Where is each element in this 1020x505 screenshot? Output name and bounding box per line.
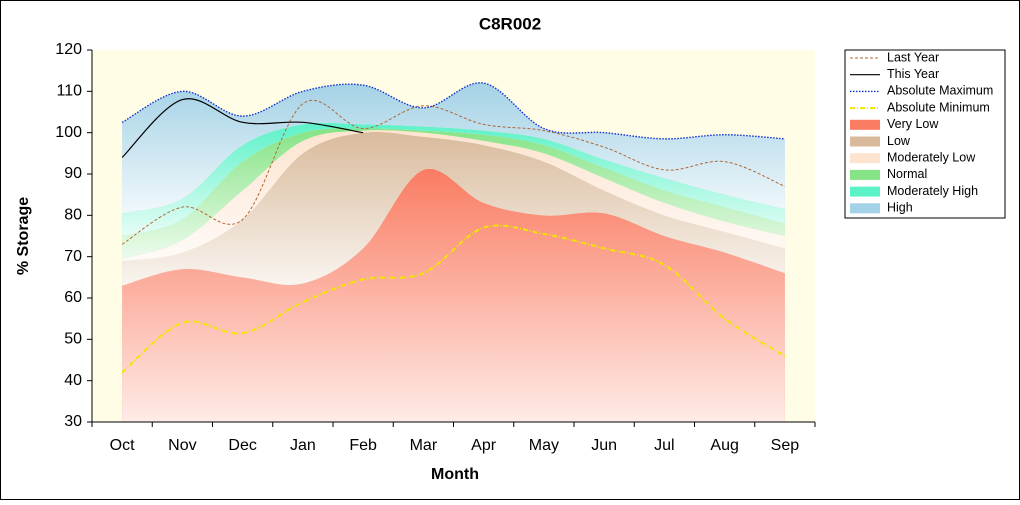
y-tick-label: 90 xyxy=(64,165,82,182)
x-tick-label: Jan xyxy=(290,437,316,454)
legend-swatch xyxy=(850,169,880,180)
y-tick-label: 30 xyxy=(64,413,82,430)
series-line xyxy=(121,82,785,140)
x-tick-label: Oct xyxy=(110,437,135,454)
band-shade xyxy=(122,131,785,286)
y-axis-label: % Storage xyxy=(15,197,32,275)
y-tick-label: 50 xyxy=(64,331,82,348)
legend-label: This Year xyxy=(887,67,939,81)
y-tick-label: 100 xyxy=(55,124,82,141)
band-shade xyxy=(122,82,785,214)
legend-label: Moderately Low xyxy=(887,150,976,164)
legend-swatch xyxy=(850,119,880,130)
legend-label: Absolute Minimum xyxy=(887,100,990,114)
band-shade xyxy=(122,128,785,259)
series-line xyxy=(121,99,786,245)
band-shade xyxy=(122,130,785,261)
x-tick-label: May xyxy=(529,437,559,454)
series-line xyxy=(121,98,364,158)
series-line xyxy=(121,224,786,374)
legend-label: Very Low xyxy=(887,117,939,131)
legend-label: High xyxy=(887,201,913,215)
x-tick-label: Jun xyxy=(591,437,617,454)
plot xyxy=(121,82,786,422)
legend-label: Moderately High xyxy=(887,184,978,198)
y-tick-label: 80 xyxy=(64,207,82,224)
legend-swatch xyxy=(850,203,880,214)
legend-label: Low xyxy=(887,134,911,148)
y-tick-label: 60 xyxy=(64,289,82,306)
x-tick-label: Aug xyxy=(710,437,738,454)
legend-label: Last Year xyxy=(887,50,939,64)
chart-title: C8R002 xyxy=(479,14,541,33)
y-tick-label: 120 xyxy=(55,41,82,58)
band-shade xyxy=(122,122,785,236)
legend-swatch xyxy=(850,186,880,197)
legend-swatch xyxy=(850,153,880,164)
x-tick-label: Nov xyxy=(168,437,196,454)
y-tick-label: 70 xyxy=(64,248,82,265)
x-tick-label: Mar xyxy=(410,437,438,454)
band-shade xyxy=(122,168,785,422)
x-tick-label: Sep xyxy=(771,437,800,454)
x-tick-label: Dec xyxy=(228,437,256,454)
y-tick-label: 110 xyxy=(56,83,82,100)
y-tick-label: 40 xyxy=(64,372,82,389)
legend-label: Absolute Maximum xyxy=(887,84,993,98)
x-tick-label: Apr xyxy=(471,437,497,454)
x-axis-label: Month xyxy=(431,466,479,483)
legend-label: Normal xyxy=(887,167,927,181)
x-tick-label: Feb xyxy=(349,437,377,454)
legend-swatch xyxy=(850,136,880,147)
x-tick-label: Jul xyxy=(654,437,674,454)
